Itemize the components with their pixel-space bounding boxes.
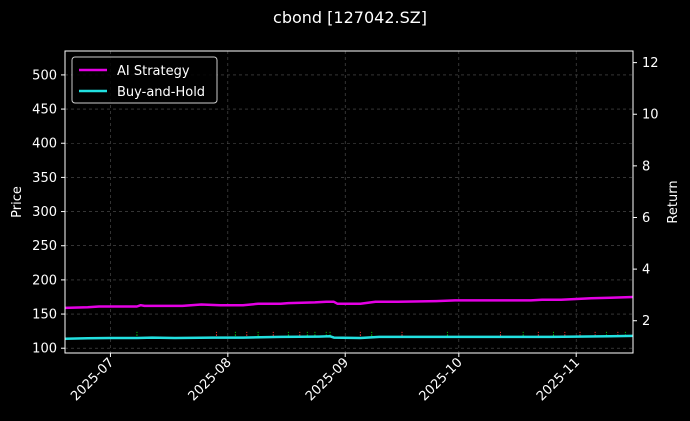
series-line-buy-and-hold [64,334,634,340]
legend: AI Strategy Buy-and-Hold [71,56,218,104]
plot-area-frame [64,50,634,354]
series-line-ai-strategy [64,295,634,310]
y-tick-label: 400 [32,137,57,152]
legend-label-ai-strategy: AI Strategy [117,64,190,79]
y-tick-label: 250 [32,239,57,254]
y-axis-label: Price [10,186,25,218]
y-tick-label: 200 [32,273,57,288]
y-tick-label: 150 [32,308,57,323]
y2-tick-label: 2 [642,314,650,329]
y-tick-label: 450 [32,103,57,118]
trade-markers [136,331,626,336]
y-tick-label: 350 [32,171,57,186]
legend-label-buy-and-hold: Buy-and-Hold [117,85,205,100]
y2-tick-label: 6 [642,211,650,226]
left-y-axis: 100 150 200 250 300 350 400 450 500 [32,68,65,357]
y2-axis-label: Return [666,180,681,223]
right-y-axis: 2 4 6 8 10 12 [633,56,659,329]
y2-tick-label: 10 [642,108,659,123]
y-tick-label: 500 [32,68,57,83]
y-tick-label: 100 [32,342,57,357]
y2-tick-label: 12 [642,56,659,71]
y2-tick-label: 8 [642,159,650,174]
grid [65,51,633,353]
chart-title: cbond [127042.SZ] [273,8,427,27]
series-lines [64,295,634,340]
y2-tick-label: 4 [642,263,650,278]
legend-box [71,56,218,104]
y-tick-label: 300 [32,205,57,220]
